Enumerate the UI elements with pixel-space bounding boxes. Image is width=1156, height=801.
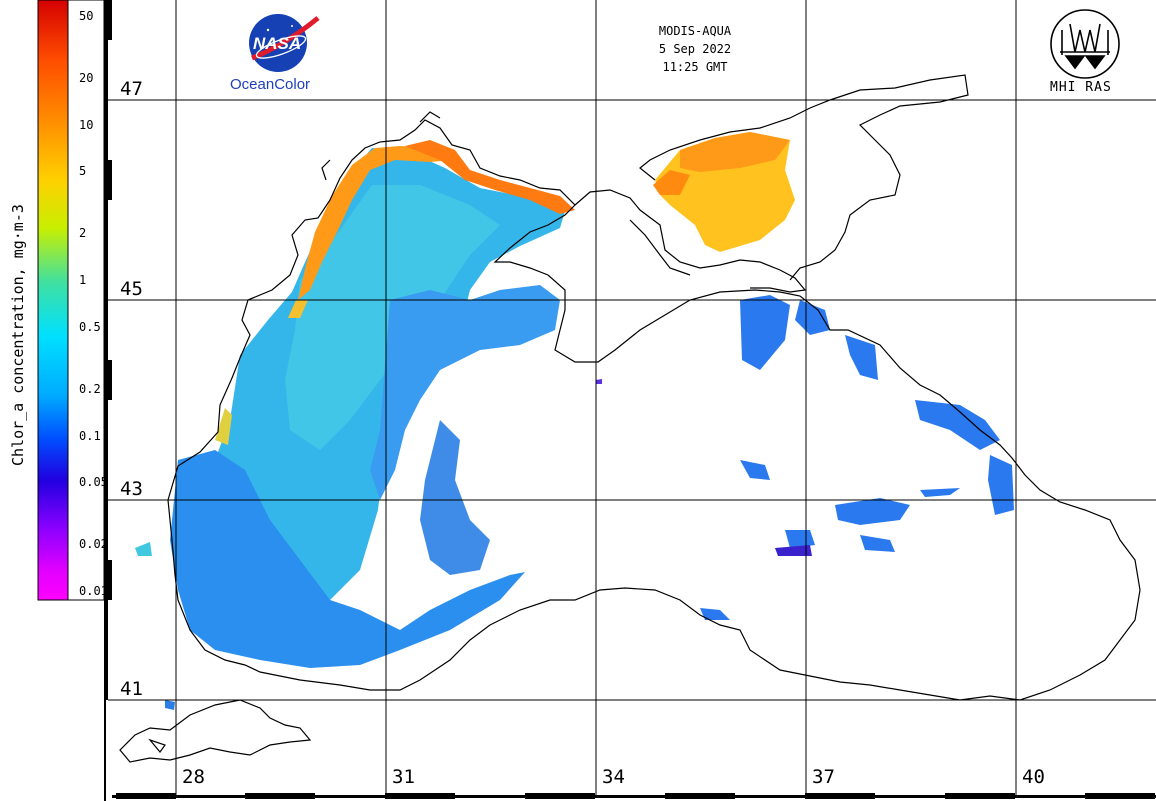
nasa-oceancolor-label: OceanColor: [230, 76, 311, 93]
colorbar-tick-label: 20: [79, 70, 94, 85]
azov-north-orange: [680, 132, 790, 172]
violet-dot: [596, 379, 602, 384]
danube-yellow: [215, 408, 232, 445]
nasa-logo: [249, 14, 320, 72]
colorbar-frame: [67, 0, 105, 601]
bosphorus-blue: [165, 700, 175, 710]
azov-west-orange: [653, 170, 690, 195]
colorbar-tick-label: 0.5: [79, 319, 101, 334]
colorbar-tick-label: 2: [79, 226, 87, 241]
lat-label-43: 43: [120, 478, 143, 500]
west-patches-1: [370, 285, 560, 500]
lon-label-34: 34: [602, 766, 625, 788]
coastal-yellow-strip: [288, 300, 308, 318]
lat-label-45: 45: [120, 278, 143, 300]
colorbar-gradient: [37, 0, 69, 601]
west-patches-2: [420, 420, 490, 575]
chlorophyll-field: [135, 132, 1014, 710]
bottom-axis-ticks: [116, 793, 1155, 799]
lon-label-40: 40: [1022, 766, 1045, 788]
colorbar-tick-label: 0.02: [79, 537, 108, 552]
colorbar-tick-label: 0.2: [79, 381, 101, 396]
nasa-badge-text: NASA: [253, 34, 302, 53]
colorbar-tick-label: 5: [79, 164, 87, 179]
east-patches: [700, 295, 1014, 620]
odessa-coastal-orange: [298, 146, 452, 300]
mhi-logo: [1050, 9, 1120, 79]
left-axis-ticks: [108, 0, 112, 600]
bottom-axis-bar: [112, 795, 1156, 798]
lon-label-37: 37: [812, 766, 835, 788]
acquisition-info: MODIS-AQUA 5 Sep 2022 11:25 GMT: [620, 22, 770, 76]
colorbar-tick-label: 0.05: [79, 475, 108, 490]
lat-label-47: 47: [120, 78, 143, 100]
coastline: [119, 74, 1141, 763]
colorbar-tick-label: 50: [79, 9, 94, 23]
colorbar-tick-label: 0.01: [79, 584, 108, 598]
deep-violet-patch: [775, 545, 812, 556]
acquisition-date: 5 Sep 2022: [658, 42, 732, 56]
sw-cyan-speck: [135, 542, 152, 556]
mhi-ras-label: MHI RAS: [1050, 80, 1112, 95]
nw-shelf-cyan: [180, 148, 566, 645]
colorbar-tick-label: 10: [79, 117, 94, 132]
lon-label-28: 28: [182, 766, 205, 788]
lat-label-41: 41: [120, 678, 143, 700]
lon-label-31: 31: [392, 766, 415, 788]
colorbar-title: Chlor_a concentration, mg·m-3: [9, 204, 27, 466]
west-basin-blue: [170, 450, 525, 668]
graticule: [108, 0, 1156, 795]
colorbar-tick-label: 0.1: [79, 428, 101, 443]
sensor-name: MODIS-AQUA: [658, 24, 732, 38]
colorbar-tick-label: 1: [79, 273, 87, 288]
dnieper-orange: [405, 140, 575, 214]
acquisition-time: 11:25 GMT: [662, 60, 728, 74]
